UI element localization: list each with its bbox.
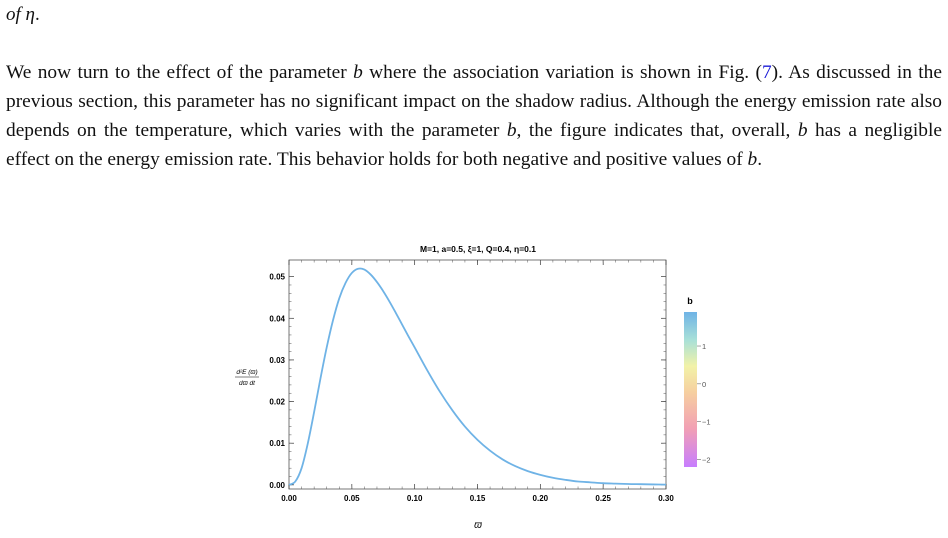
x-tick-label: 0.15 bbox=[470, 494, 486, 503]
y-tick-label: 0.04 bbox=[269, 314, 285, 323]
x-tick-label: 0.00 bbox=[281, 494, 297, 503]
chart-title: M=1, a=0.5, ξ=1, Q=0.4, η=0.1 bbox=[420, 244, 536, 254]
x-tick-label: 0.20 bbox=[533, 494, 549, 503]
y-axis-label-denominator: dϖ dt bbox=[239, 380, 256, 387]
y-tick-label: 0.03 bbox=[269, 356, 285, 365]
y-tick-label: 0.02 bbox=[269, 398, 285, 407]
colorbar bbox=[684, 312, 697, 467]
x-tick-label: 0.30 bbox=[658, 494, 674, 503]
x-tick-label: 0.25 bbox=[595, 494, 611, 503]
y-tick-label: 0.01 bbox=[269, 439, 285, 448]
x-axis-label: ϖ bbox=[474, 520, 482, 531]
plot-frame bbox=[288, 259, 667, 490]
colorbar-tick-label: −2 bbox=[702, 455, 711, 464]
colorbar-title: b bbox=[687, 296, 693, 306]
y-tick-label: 0.00 bbox=[269, 481, 285, 490]
body-paragraph: We now turn to the effect of the paramet… bbox=[6, 62, 942, 170]
colorbar-tick-label: 1 bbox=[702, 342, 706, 351]
y-tick-label: 0.05 bbox=[269, 273, 285, 282]
x-tick-label: 0.05 bbox=[344, 494, 360, 503]
figure-reference-link[interactable]: 7 bbox=[761, 62, 772, 83]
paragraph-fragment: of η. bbox=[6, 4, 40, 25]
emission-rate-chart: M=1, a=0.5, ξ=1, Q=0.4, η=0.1 0.00 0.05 0.… bbox=[235, 244, 711, 531]
series-curve bbox=[288, 267, 667, 486]
figure: M=1, a=0.5, ξ=1, Q=0.4, η=0.1 0.00 0.05 0.… bbox=[0, 240, 948, 533]
y-axis-label-numerator: d²E (ϖ) bbox=[236, 369, 257, 376]
y-axis-label: d²E (ϖ) dϖ dt bbox=[235, 369, 259, 387]
colorbar-tick-label: 0 bbox=[702, 380, 706, 389]
x-tick-label: 0.10 bbox=[407, 494, 423, 503]
colorbar-tick-label: −1 bbox=[702, 418, 711, 427]
